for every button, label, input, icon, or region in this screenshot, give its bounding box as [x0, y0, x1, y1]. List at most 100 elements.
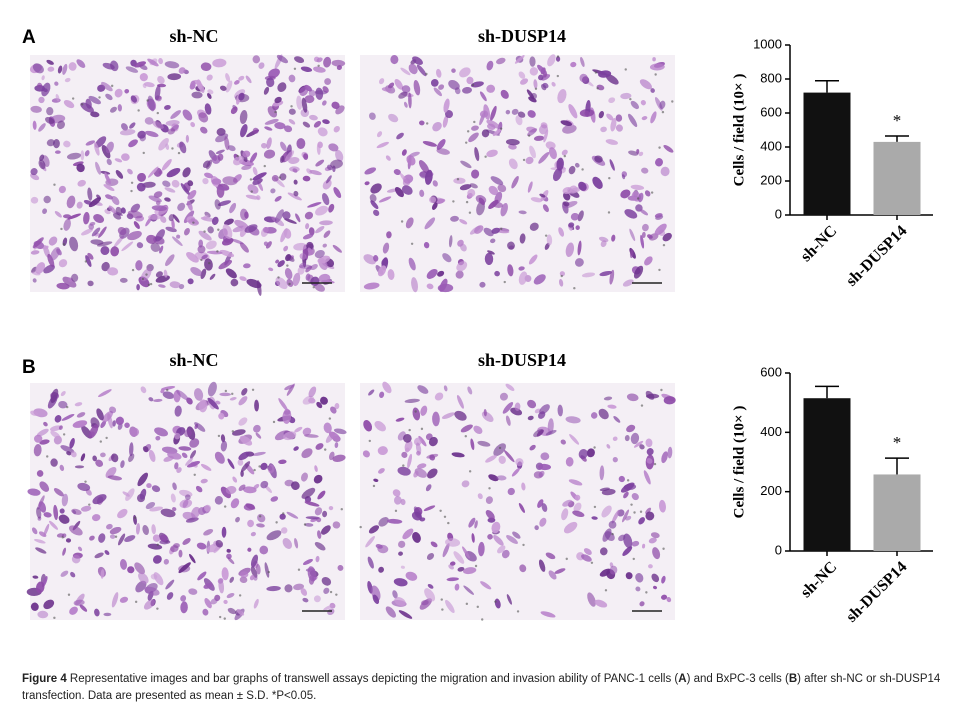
pore [468, 470, 472, 473]
cell [594, 599, 608, 608]
cell [153, 572, 164, 586]
cell [241, 461, 251, 472]
cell [565, 242, 575, 258]
cell [426, 268, 438, 279]
cell [640, 99, 646, 106]
cell [437, 270, 445, 277]
cell [471, 169, 480, 179]
cell [528, 254, 538, 265]
cell [367, 556, 374, 569]
cell [398, 540, 406, 548]
cell [264, 126, 273, 131]
cell [378, 468, 385, 474]
cell [519, 564, 527, 573]
cell [298, 262, 307, 269]
cell [483, 227, 494, 237]
pore [439, 509, 442, 512]
pore [499, 127, 503, 130]
cell [80, 150, 85, 161]
cell [66, 152, 81, 160]
cell [83, 211, 90, 225]
cell [568, 103, 578, 119]
cell [624, 434, 630, 442]
cell [641, 167, 649, 174]
cell [318, 273, 331, 283]
cell [507, 241, 515, 250]
cell [182, 538, 191, 545]
cell [207, 397, 219, 410]
cell [120, 460, 125, 469]
pore [658, 268, 661, 272]
cell [323, 587, 330, 594]
cell [236, 609, 245, 616]
cell [548, 147, 557, 160]
cell [661, 575, 666, 584]
cell [470, 81, 484, 88]
cell [479, 281, 486, 288]
cell [151, 205, 168, 211]
pore [223, 505, 227, 508]
cell [313, 120, 322, 128]
cell [463, 567, 477, 575]
cell [652, 57, 656, 62]
cell [135, 580, 147, 593]
panel-label: B [22, 357, 36, 378]
pore [662, 547, 665, 550]
pore [312, 286, 315, 289]
cell [302, 597, 309, 603]
cell [373, 209, 380, 217]
cell [55, 93, 60, 102]
cell [490, 105, 497, 121]
pore [394, 509, 398, 513]
cell [89, 535, 95, 541]
cell [533, 135, 545, 141]
cell [662, 232, 672, 242]
cell [456, 261, 468, 272]
cell [461, 480, 470, 488]
cell [271, 174, 279, 182]
cell [195, 485, 203, 493]
cell [624, 209, 638, 219]
cell [285, 150, 295, 162]
cell [302, 427, 312, 436]
significance: * [893, 111, 902, 130]
cell [620, 189, 631, 199]
pore [465, 141, 468, 144]
cell [315, 159, 325, 167]
cell [252, 178, 263, 185]
cell [42, 245, 49, 250]
pore [471, 83, 475, 87]
cell [631, 540, 640, 547]
cell [611, 509, 620, 524]
cell [308, 89, 316, 97]
cell [93, 214, 105, 223]
cell [498, 455, 506, 464]
cell [651, 573, 660, 583]
cell [484, 252, 494, 266]
cell [178, 67, 186, 74]
cell [322, 119, 330, 125]
pore [556, 55, 560, 58]
cell [534, 525, 539, 531]
cell [488, 199, 499, 210]
cell [477, 493, 483, 500]
cell [250, 554, 258, 568]
cell [362, 450, 370, 458]
cell [629, 228, 636, 242]
cell [491, 227, 501, 234]
cell [504, 450, 515, 463]
cell [165, 579, 175, 590]
pore [147, 283, 151, 287]
cell [608, 97, 616, 104]
cell [245, 194, 260, 200]
cell [537, 499, 544, 508]
cell [443, 385, 448, 392]
cell [117, 104, 122, 112]
pore [474, 564, 478, 568]
cell [328, 431, 341, 442]
cell [438, 84, 445, 90]
cell [545, 141, 556, 150]
cell [235, 516, 240, 523]
cell [144, 586, 160, 596]
cell [485, 510, 495, 520]
